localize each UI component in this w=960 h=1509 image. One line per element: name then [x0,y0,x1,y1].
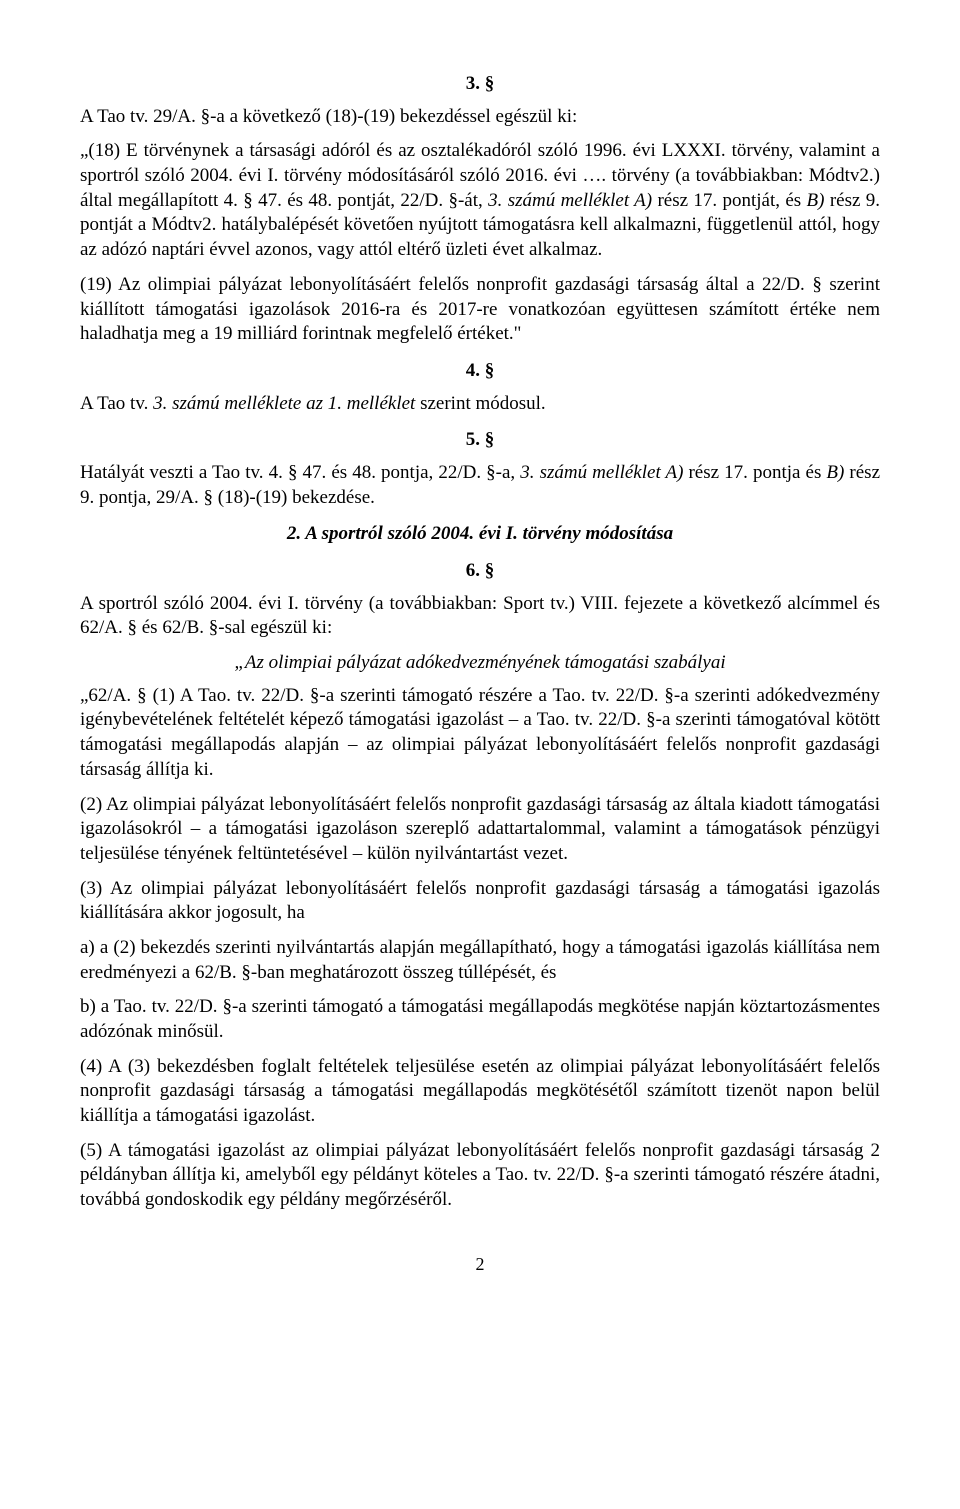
section-6-para-4: (3) Az olimpiai pályázat lebonyolításáér… [80,877,880,926]
section-3-para-3: (19) Az olimpiai pályázat lebonyolításáé… [80,273,880,347]
text-run-italic: pályázat adókedvezményének támogatási sz… [337,652,726,673]
section-6-para-8: (5) A támogatási igazolást az olimpiai p… [80,1139,880,1213]
section-6-para-7: (4) A (3) bekezdésben foglalt feltételek… [80,1055,880,1129]
section-6-para-6: b) a Tao. tv. 22/D. §-a szerinti támogat… [80,995,880,1044]
section-6-subtitle: „Az olimpiai pályázat adókedvezményének … [80,651,880,676]
section-5-heading: 5. § [80,428,880,453]
section-6-para-1: A sportról szóló 2004. évi I. törvény (a… [80,592,880,641]
text-run-italic: 3. számú melléklet A) [488,190,657,211]
section-6-para-2: „62/A. § (1) A Tao. tv. 22/D. §-a szerin… [80,684,880,783]
section-4-heading: 4. § [80,359,880,384]
section-3-heading: 3. § [80,72,880,97]
text-run: „Az olimpiai [234,652,336,673]
text-run-italic: B) [826,462,849,483]
text-run: szerint módosul. [420,393,546,414]
text-run-italic: 3. számú melléklete az 1. melléklet [153,393,420,414]
text-run: A Tao tv. [80,393,153,414]
section-3-para-2: „(18) E törvénynek a társasági adóról és… [80,139,880,262]
text-run: Hatályát veszti a Tao tv. 4. § 47. és 48… [80,462,520,483]
section-6-para-3: (2) Az olimpiai pályázat lebonyolításáér… [80,793,880,867]
text-run-italic: B) [807,190,830,211]
section-4-para-1: A Tao tv. 3. számú melléklete az 1. mell… [80,392,880,417]
text-run: rész 17. pontját, és [657,190,806,211]
section-5-para-1: Hatályát veszti a Tao tv. 4. § 47. és 48… [80,461,880,510]
chapter-2-title: 2. A sportról szóló 2004. évi I. törvény… [80,522,880,547]
text-run-italic: 3. számú melléklet A) [520,462,688,483]
section-3-para-1: A Tao tv. 29/A. §-a a következő (18)-(19… [80,105,880,130]
page-number: 2 [80,1253,880,1276]
section-6-para-5: a) a (2) bekezdés szerinti nyilvántartás… [80,936,880,985]
section-6-heading: 6. § [80,559,880,584]
text-run: rész 17. pontja és [688,462,826,483]
